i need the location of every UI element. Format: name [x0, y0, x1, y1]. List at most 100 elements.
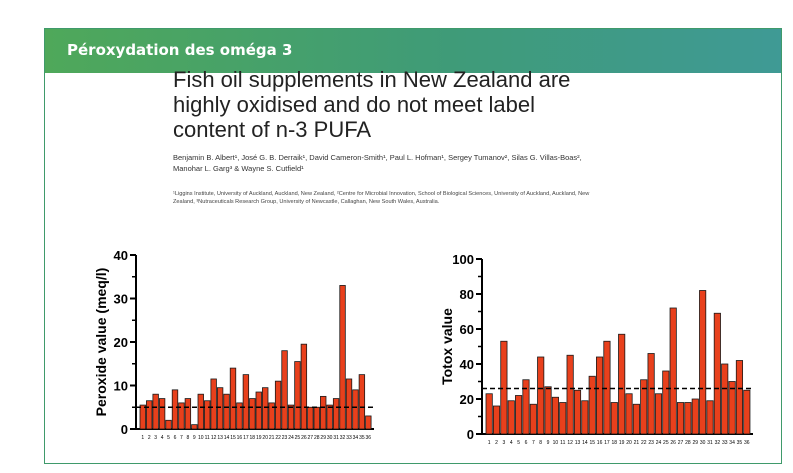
peroxide-x-tick-label: 5: [167, 435, 170, 441]
totox-x-tick-label: 11: [560, 440, 565, 446]
peroxide-x-tick-label: 7: [180, 435, 183, 441]
peroxide-x-tick-label: 28: [314, 435, 320, 441]
totox-bar: [647, 353, 655, 435]
peroxide-x-tick-label: 32: [340, 435, 346, 441]
totox-bar: [728, 381, 736, 435]
totox-y-tick-label: 60: [460, 322, 474, 337]
paper-authors: Benjamin B. Albert¹, José G. B. Derraik¹…: [173, 153, 582, 173]
totox-bar: [588, 375, 596, 435]
totox-x-tick-label: 15: [589, 440, 595, 446]
totox-bar: [676, 402, 685, 435]
peroxide-x-tick-label: 29: [320, 435, 326, 441]
totox-x-tick-label: 36: [744, 440, 750, 446]
totox-bar: [632, 403, 640, 435]
totox-bar: [684, 402, 692, 435]
peroxide-x-tick-label: 27: [308, 435, 314, 441]
totox-y-tick-label: 0: [467, 427, 474, 442]
totox-bar: [640, 379, 648, 435]
peroxide-x-tick-label: 4: [161, 435, 164, 441]
peroxide-bar: [339, 285, 346, 430]
totox-bar: [721, 363, 729, 435]
peroxide-bar: [255, 391, 262, 430]
totox-bar: [735, 360, 744, 435]
totox-bar: [537, 356, 545, 435]
peroxide-bar: [152, 393, 159, 430]
peroxide-x-tick-label: 15: [230, 435, 236, 441]
totox-x-tick-label: 8: [539, 440, 542, 446]
totox-bar: [544, 386, 552, 435]
totox-bar: [485, 393, 493, 435]
peroxide-x-tick-label: 34: [353, 435, 359, 441]
totox-x-tick-label: 9: [547, 440, 550, 446]
totox-x-tick-label: 10: [553, 440, 559, 446]
peroxide-x-tick-label: 12: [211, 435, 217, 441]
peroxide-bar: [191, 424, 198, 430]
peroxide-bar: [268, 402, 275, 430]
totox-y-axis-label: Totox value: [439, 308, 455, 385]
totox-x-tick-label: 26: [670, 440, 676, 446]
totox-x-tick-label: 19: [619, 440, 625, 446]
peroxide-y-tick-label: 30: [114, 292, 128, 307]
totox-bar: [529, 403, 537, 435]
totox-bar: [566, 354, 574, 435]
peroxide-bar: [197, 393, 204, 430]
peroxide-y-tick-label: 40: [114, 248, 128, 263]
peroxide-bar: [281, 350, 288, 430]
totox-bar: [662, 370, 670, 435]
totox-bar: [625, 393, 633, 435]
totox-x-tick-label: 1: [488, 440, 491, 446]
totox-x-tick-label: 28: [685, 440, 691, 446]
totox-bar: [743, 389, 751, 435]
totox-bar: [618, 333, 626, 435]
peroxide-bar: [358, 374, 366, 430]
peroxide-bar: [171, 389, 179, 430]
peroxide-bar: [326, 404, 333, 430]
peroxide-x-tick-label: 23: [282, 435, 288, 441]
peroxide-bar: [300, 343, 308, 430]
peroxide-x-tick-label: 35: [359, 435, 365, 441]
peroxide-bar: [223, 393, 230, 430]
peroxide-bar: [345, 378, 353, 430]
totox-bar: [691, 398, 699, 435]
totox-bar: [559, 402, 567, 435]
totox-x-tick-label: 6: [525, 440, 528, 446]
peroxide-bar: [165, 419, 172, 430]
totox-x-tick-label: 35: [737, 440, 743, 446]
peroxide-x-tick-label: 14: [224, 435, 230, 441]
peroxide-y-tick-label: 0: [121, 422, 128, 437]
peroxide-y-tick-label: 20: [114, 335, 128, 350]
peroxide-bar: [262, 387, 269, 430]
totox-bar: [713, 312, 721, 435]
totox-x-tick-label: 18: [612, 440, 618, 446]
totox-y-tick-label: 20: [460, 392, 474, 407]
totox-bar: [573, 389, 582, 435]
peroxide-x-tick-label: 19: [256, 435, 262, 441]
totox-x-tick-label: 32: [715, 440, 721, 446]
peroxide-bar: [139, 404, 146, 430]
totox-x-tick-label: 17: [604, 440, 610, 446]
peroxide-x-tick-label: 20: [262, 435, 268, 441]
peroxide-bar: [216, 387, 224, 430]
peroxide-bar: [287, 404, 295, 430]
peroxide-bar: [274, 380, 282, 430]
peroxide-x-tick-label: 25: [295, 435, 301, 441]
totox-bar: [610, 402, 618, 435]
peroxide-bar: [249, 398, 256, 430]
peroxide-x-tick-label: 21: [269, 435, 275, 441]
peroxide-x-tick-label: 26: [301, 435, 307, 441]
peroxide-bar: [242, 374, 250, 430]
totox-x-tick-label: 34: [729, 440, 735, 446]
totox-x-tick-label: 21: [634, 440, 640, 446]
peroxide-x-tick-label: 11: [205, 435, 210, 441]
totox-x-tick-label: 29: [692, 440, 698, 446]
peroxide-bar: [204, 400, 211, 430]
peroxide-x-tick-label: 36: [366, 435, 372, 441]
peroxide-x-tick-label: 2: [148, 435, 151, 441]
totox-y-tick-label: 80: [460, 287, 474, 302]
totox-y-tick-label: 100: [452, 252, 474, 267]
totox-x-tick-label: 23: [648, 440, 654, 446]
totox-bar: [507, 400, 515, 435]
peroxide-x-tick-label: 3: [154, 435, 157, 441]
